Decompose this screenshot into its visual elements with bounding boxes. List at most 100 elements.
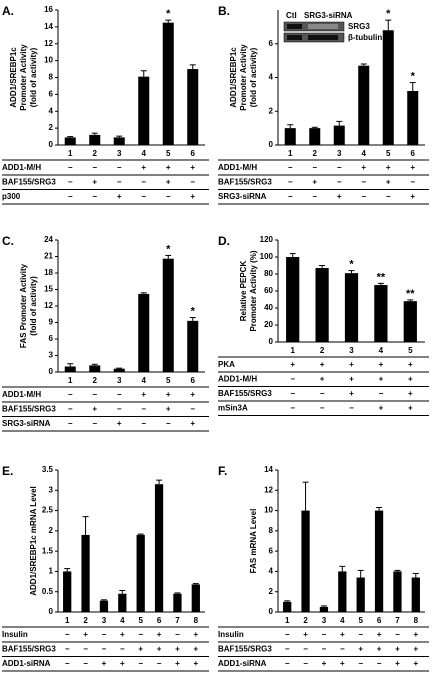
condition-value: − bbox=[166, 192, 171, 201]
condition-label: BAF155/SRG3 bbox=[2, 645, 56, 654]
x-tick-label: 3 bbox=[337, 149, 342, 158]
bar bbox=[382, 30, 394, 145]
panel-label: C. bbox=[2, 234, 14, 248]
condition-value: − bbox=[92, 419, 97, 428]
x-tick-label: 2 bbox=[93, 376, 98, 385]
x-tick-label: 4 bbox=[362, 149, 367, 158]
significance-mark: * bbox=[166, 8, 171, 20]
panel-label: A. bbox=[2, 4, 14, 18]
condition-value: − bbox=[285, 630, 290, 639]
y-tick-label: 6 bbox=[49, 334, 54, 343]
x-tick-label: 1 bbox=[290, 346, 295, 355]
condition-value: + bbox=[395, 659, 400, 668]
bar bbox=[338, 571, 347, 612]
condition-value: + bbox=[337, 192, 342, 201]
x-tick-label: 6 bbox=[157, 616, 162, 625]
condition-value: + bbox=[358, 645, 363, 654]
condition-label: ADD1-M/H bbox=[218, 375, 257, 384]
condition-value: + bbox=[386, 163, 391, 172]
condition-value: − bbox=[303, 659, 308, 668]
bar bbox=[138, 76, 150, 145]
condition-label: SRG3-siRNA bbox=[2, 419, 51, 428]
panel-label: B. bbox=[218, 4, 230, 18]
condition-label: BAF155/SRG3 bbox=[218, 645, 272, 654]
error-bar bbox=[67, 363, 74, 367]
x-tick-label: 6 bbox=[191, 376, 196, 385]
condition-value: − bbox=[141, 405, 146, 414]
condition-value: − bbox=[312, 163, 317, 172]
condition-value: − bbox=[138, 630, 143, 639]
condition-value: − bbox=[68, 178, 73, 187]
error-bar bbox=[82, 516, 89, 535]
condition-value: − bbox=[288, 178, 293, 187]
x-tick-label: 6 bbox=[377, 616, 382, 625]
x-tick-label: 8 bbox=[194, 616, 199, 625]
bar bbox=[187, 69, 199, 145]
condition-value: − bbox=[322, 630, 327, 639]
blot-band bbox=[308, 35, 338, 40]
condition-value: + bbox=[166, 163, 171, 172]
y-tick-label: 3 bbox=[49, 351, 54, 360]
condition-value: + bbox=[141, 163, 146, 172]
x-tick-label: 1 bbox=[68, 149, 73, 158]
y-tick-label: 21 bbox=[44, 252, 53, 261]
y-axis-label: Promoter Activity bbox=[19, 44, 28, 111]
error-bar bbox=[319, 265, 326, 269]
condition-value: − bbox=[361, 192, 366, 201]
y-axis-label: ADD1/SREBP1c bbox=[229, 47, 238, 108]
error-bar bbox=[100, 599, 107, 601]
x-tick-label: 6 bbox=[191, 149, 196, 158]
significance-mark: * bbox=[411, 70, 416, 82]
condition-value: − bbox=[190, 178, 195, 187]
x-tick-label: 8 bbox=[414, 616, 419, 625]
condition-value: − bbox=[190, 405, 195, 414]
condition-label: Insulin bbox=[2, 630, 28, 639]
condition-value: + bbox=[166, 390, 171, 399]
error-bar bbox=[140, 70, 147, 77]
y-tick-label: 0.5 bbox=[42, 587, 54, 596]
condition-value: + bbox=[190, 163, 195, 172]
error-bar bbox=[287, 124, 294, 129]
x-tick-label: 1 bbox=[65, 616, 70, 625]
condition-value: − bbox=[141, 192, 146, 201]
condition-value: − bbox=[175, 630, 180, 639]
panel-label: F. bbox=[218, 464, 227, 478]
y-tick-label: 1.5 bbox=[42, 546, 54, 555]
condition-value: + bbox=[408, 375, 413, 384]
x-tick-label: 2 bbox=[313, 149, 318, 158]
condition-value: + bbox=[361, 163, 366, 172]
y-tick-label: 0 bbox=[269, 607, 274, 616]
bar bbox=[89, 134, 101, 145]
condition-value: − bbox=[320, 389, 325, 398]
condition-value: + bbox=[117, 192, 122, 201]
y-tick-label: 6 bbox=[269, 39, 274, 48]
y-tick-label: 120 bbox=[260, 235, 274, 244]
condition-value: − bbox=[117, 405, 122, 414]
error-bar bbox=[174, 592, 181, 594]
y-tick-label: 0 bbox=[269, 337, 274, 346]
y-axis-label: FAS Promoter Activity bbox=[19, 263, 28, 348]
condition-value: − bbox=[83, 645, 88, 654]
condition-value: + bbox=[157, 630, 162, 639]
y-tick-label: 40 bbox=[264, 303, 273, 312]
y-axis-label: (fold of activity) bbox=[29, 47, 38, 107]
condition-value: − bbox=[92, 192, 97, 201]
bar bbox=[187, 320, 199, 372]
condition-label: ADD1-siRNA bbox=[218, 659, 267, 668]
y-tick-label: 14 bbox=[264, 465, 273, 474]
condition-label: p300 bbox=[2, 192, 21, 201]
bar bbox=[64, 366, 76, 372]
condition-value: + bbox=[117, 419, 122, 428]
error-bar bbox=[91, 132, 98, 135]
condition-label: BAF155/SRG3 bbox=[2, 178, 56, 187]
condition-value: − bbox=[65, 630, 70, 639]
error-bar bbox=[377, 282, 384, 286]
bar bbox=[358, 65, 370, 145]
condition-value: + bbox=[408, 360, 413, 369]
inset-row: β-tubulin bbox=[348, 33, 382, 42]
y-tick-label: 0 bbox=[49, 140, 54, 149]
condition-value: + bbox=[377, 630, 382, 639]
y-axis-label: Promoter Activity (%) bbox=[249, 250, 258, 331]
condition-value: − bbox=[290, 404, 295, 413]
